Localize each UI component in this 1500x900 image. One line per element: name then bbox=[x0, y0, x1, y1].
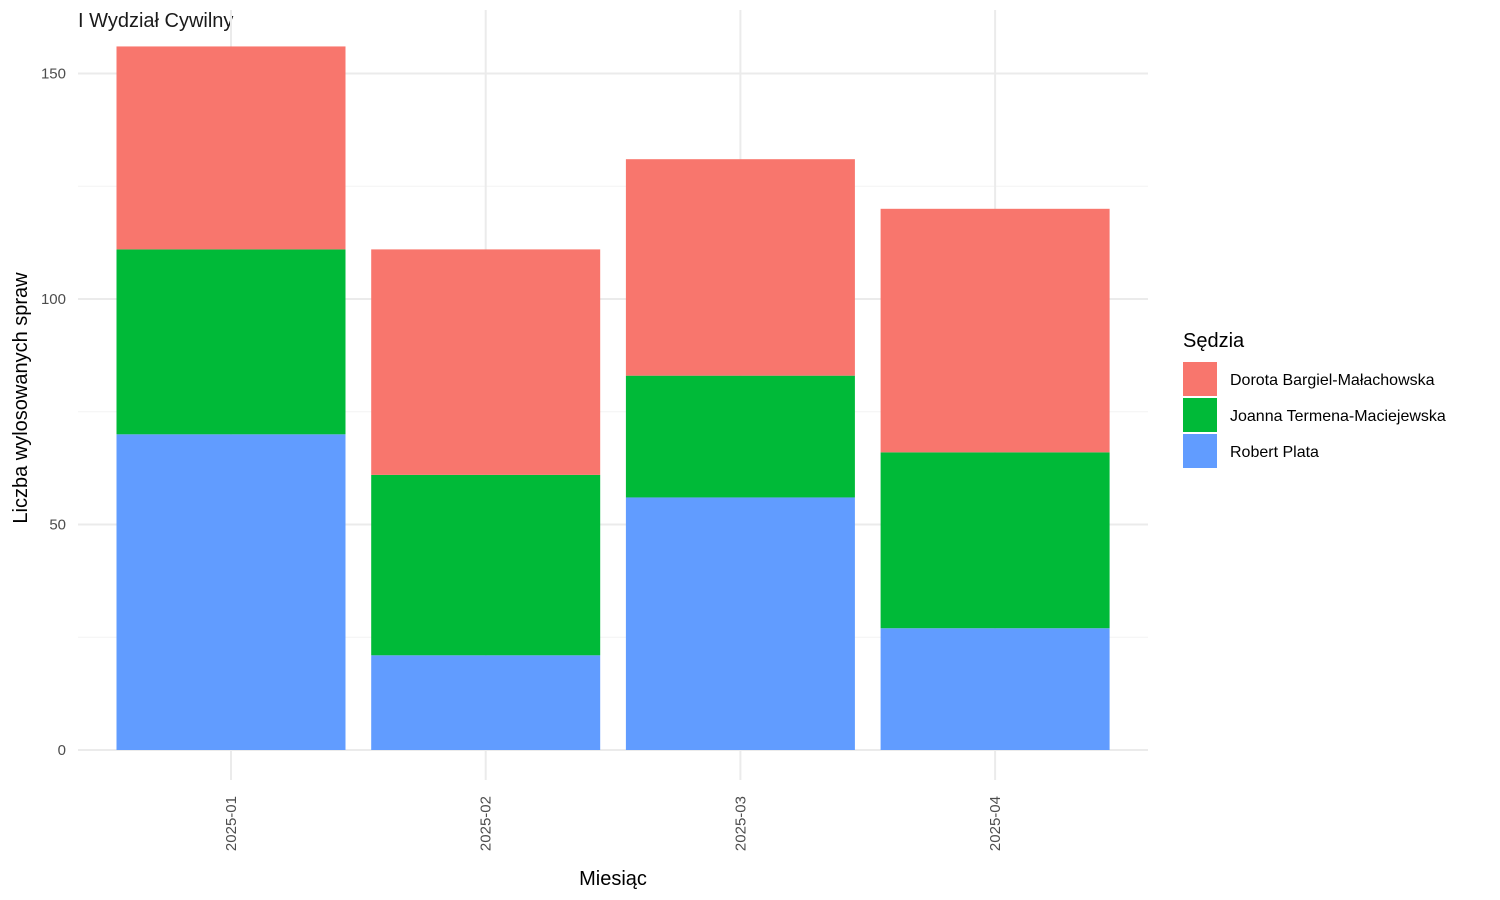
y-tick-label: 50 bbox=[49, 517, 66, 534]
x-tick-label: 2025-02 bbox=[478, 796, 495, 851]
x-tick-label: 2025-03 bbox=[732, 796, 749, 851]
legend-swatch bbox=[1183, 362, 1217, 396]
y-axis-title: Liczba wylosowanych spraw bbox=[10, 272, 32, 524]
y-axis-ticks: 0 50 100 150 bbox=[41, 66, 66, 760]
bar-segment-2025-01-joanna-termena-maciejewska bbox=[116, 249, 346, 435]
x-axis-ticks: 2025-01 2025-02 2025-03 2025-04 bbox=[223, 796, 1004, 851]
bar-segment-2025-03-robert-plata bbox=[625, 497, 855, 750]
y-tick-label: 100 bbox=[41, 291, 66, 308]
legend-swatch bbox=[1183, 434, 1217, 468]
bar-segment-2025-02-joanna-termena-maciejewska bbox=[371, 474, 601, 656]
x-axis-title: Miesiąc bbox=[579, 868, 647, 890]
bar-segment-2025-02-robert-plata bbox=[371, 655, 601, 750]
chart-title: I Wydział Cywilny bbox=[78, 10, 233, 32]
legend: Sędzia Dorota Bargiel-Małachowska Joanna … bbox=[1183, 330, 1446, 468]
legend-title: Sędzia bbox=[1183, 330, 1245, 352]
bar-segment-2025-01-dorota-bargiel-ma-achowska bbox=[116, 46, 346, 250]
bar-segment-2025-01-robert-plata bbox=[116, 434, 346, 750]
x-tick-label: 2025-01 bbox=[223, 796, 240, 851]
bar-segment-2025-04-dorota-bargiel-ma-achowska bbox=[880, 208, 1110, 453]
y-tick-label: 150 bbox=[41, 66, 66, 83]
bar-segment-2025-02-dorota-bargiel-ma-achowska bbox=[371, 249, 601, 475]
legend-label: Dorota Bargiel-Małachowska bbox=[1230, 372, 1435, 389]
bar-segment-2025-04-robert-plata bbox=[880, 628, 1110, 750]
legend-swatch bbox=[1183, 398, 1217, 432]
legend-label: Robert Plata bbox=[1230, 444, 1319, 461]
x-tick-label: 2025-04 bbox=[987, 796, 1004, 851]
bar-segment-2025-04-joanna-termena-maciejewska bbox=[880, 452, 1110, 629]
legend-label: Joanna Termena-Maciejewska bbox=[1230, 408, 1446, 425]
bars bbox=[116, 46, 1110, 750]
bar-segment-2025-03-joanna-termena-maciejewska bbox=[625, 375, 855, 498]
bar-segment-2025-03-dorota-bargiel-ma-achowska bbox=[625, 159, 855, 376]
y-tick-label: 0 bbox=[58, 742, 66, 759]
